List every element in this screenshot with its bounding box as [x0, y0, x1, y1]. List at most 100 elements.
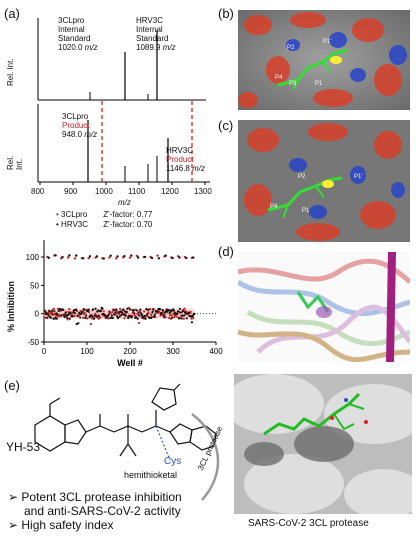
- legend-hrv3c: • HRV3C Z'-factor: 0.70: [56, 220, 152, 230]
- control-3CLpro-56: [66, 256, 70, 259]
- point-HRV3C-77: [76, 314, 79, 317]
- point-HRV3C-217: [136, 317, 139, 320]
- point-HRV3C-161: [112, 309, 115, 312]
- point-3CLpro-249: [149, 313, 153, 316]
- panel-b-pocket-labels: P2 P1' P4 P3 P1: [275, 39, 385, 95]
- xtick-label-2: 200: [123, 347, 137, 356]
- point-HRV3C-27: [54, 313, 58, 316]
- control-HRV3C-328: [185, 256, 188, 260]
- point-HRV3C-37: [59, 308, 62, 311]
- point-3CLpro-111: [90, 317, 93, 320]
- control-3CLpro-200: [128, 256, 132, 259]
- point-HRV3C-195: [127, 317, 130, 320]
- point-3CLpro-57: [67, 310, 70, 313]
- point-HRV3C-223: [139, 308, 142, 311]
- point-HRV3C-79: [77, 322, 80, 325]
- point-HRV3C-71: [73, 312, 77, 315]
- peak1-name: 3CLpro: [58, 16, 85, 25]
- peak2-line3: Standard: [136, 34, 169, 43]
- point-HRV3C-175: [118, 315, 121, 318]
- ytick-label-2: 50: [30, 281, 39, 290]
- ytick-label-1: 0: [35, 310, 40, 319]
- point-3CLpro-297: [170, 314, 173, 317]
- point-HRV3C-59: [68, 317, 71, 320]
- point-3CLpro-341: [189, 310, 192, 313]
- point-HRV3C-235: [144, 317, 147, 320]
- point-3CLpro-243: [147, 311, 150, 314]
- control-HRV3C-8: [47, 256, 50, 259]
- peak2-line2: Internal: [136, 25, 163, 34]
- point-3CLpro-65: [70, 313, 74, 316]
- legend-hrv3c-marker: •: [56, 220, 59, 229]
- control-HRV3C-56: [68, 254, 71, 257]
- structure-caption: SARS-CoV-2 3CL protease: [248, 518, 369, 529]
- control-HRV3C-24: [54, 254, 57, 257]
- bullet-1-text: Potent 3CL protease inhibition: [21, 490, 182, 504]
- point-3CLpro-233: [143, 310, 146, 313]
- point-3CLpro-3: [44, 316, 47, 319]
- xtick-label-1: 100: [80, 347, 94, 356]
- point-HRV3C-241: [146, 308, 150, 311]
- control-HRV3C-296: [171, 256, 174, 260]
- peak1-unit: m/z: [84, 43, 98, 52]
- point-3CLpro-291: [168, 316, 171, 319]
- b-label-p2: P2: [287, 45, 295, 51]
- point-3CLpro-221: [137, 321, 141, 324]
- panel-d-ribbons: [238, 252, 410, 362]
- control-3CLpro-152: [108, 256, 111, 259]
- control-HRV3C-312: [178, 256, 181, 259]
- protease-arc: [191, 413, 220, 501]
- panel-c-surface: [238, 120, 410, 242]
- ytick-label-0: -50: [27, 338, 39, 347]
- point-3CLpro-247: [149, 308, 152, 311]
- point-HRV3C-93: [83, 308, 86, 311]
- point-HRV3C-219: [137, 311, 140, 314]
- point-HRV3C-15: [49, 316, 52, 319]
- point-HRV3C-181: [121, 311, 124, 314]
- xtick-1000: 1000: [95, 187, 113, 196]
- spectrum-bottom-ylabel-wrap: Rel. Int.: [6, 110, 26, 180]
- point-HRV3C-301: [172, 309, 175, 312]
- point-HRV3C-321: [181, 314, 184, 317]
- point-HRV3C-187: [123, 310, 126, 313]
- point-HRV3C-171: [116, 316, 120, 320]
- panel-label-c: (c): [218, 118, 234, 133]
- point-HRV3C-345: [191, 314, 194, 318]
- spectrum-bottom-ylabel: Rel. Int.: [6, 155, 24, 170]
- point-HRV3C-65: [71, 315, 74, 318]
- point-HRV3C-169: [116, 315, 119, 318]
- point-3CLpro-301: [172, 312, 175, 315]
- point-HRV3C-75: [75, 322, 78, 326]
- panel-b-surface: [238, 10, 410, 110]
- point-3CLpro-177: [119, 307, 122, 310]
- point-3CLpro-155: [109, 312, 112, 315]
- control-3CLpro-104: [87, 256, 90, 260]
- point-HRV3C-249: [150, 316, 153, 319]
- point-HRV3C-67: [72, 311, 75, 314]
- point-HRV3C-111: [91, 315, 94, 318]
- point-HRV3C-21: [52, 317, 55, 320]
- point-HRV3C-313: [177, 317, 181, 320]
- point-HRV3C-331: [185, 317, 188, 320]
- point-3CLpro-309: [175, 315, 178, 318]
- point-HRV3C-125: [97, 309, 100, 312]
- control-HRV3C-40: [61, 255, 64, 259]
- xtick-1100: 1100: [128, 187, 146, 196]
- point-HRV3C-325: [183, 314, 186, 317]
- legend-3clpro-marker: •: [56, 210, 59, 219]
- control-3CLpro-72: [73, 257, 77, 260]
- point-HRV3C-203: [130, 316, 133, 319]
- point-HRV3C-197: [128, 314, 131, 318]
- point-HRV3C-83: [79, 316, 82, 319]
- point-HRV3C-117: [93, 314, 96, 317]
- point-HRV3C-57: [67, 312, 71, 315]
- control-HRV3C-136: [102, 257, 105, 260]
- point-HRV3C-31: [56, 313, 59, 316]
- ytick-label-3: 100: [26, 253, 40, 262]
- control-HRV3C-72: [75, 254, 78, 257]
- point-3CLpro-109: [89, 323, 92, 326]
- peak1-mz: 1020.0: [58, 43, 83, 52]
- panel-label-e: (e): [4, 378, 20, 393]
- control-HRV3C-344: [192, 256, 195, 259]
- control-HRV3C-120: [95, 255, 99, 258]
